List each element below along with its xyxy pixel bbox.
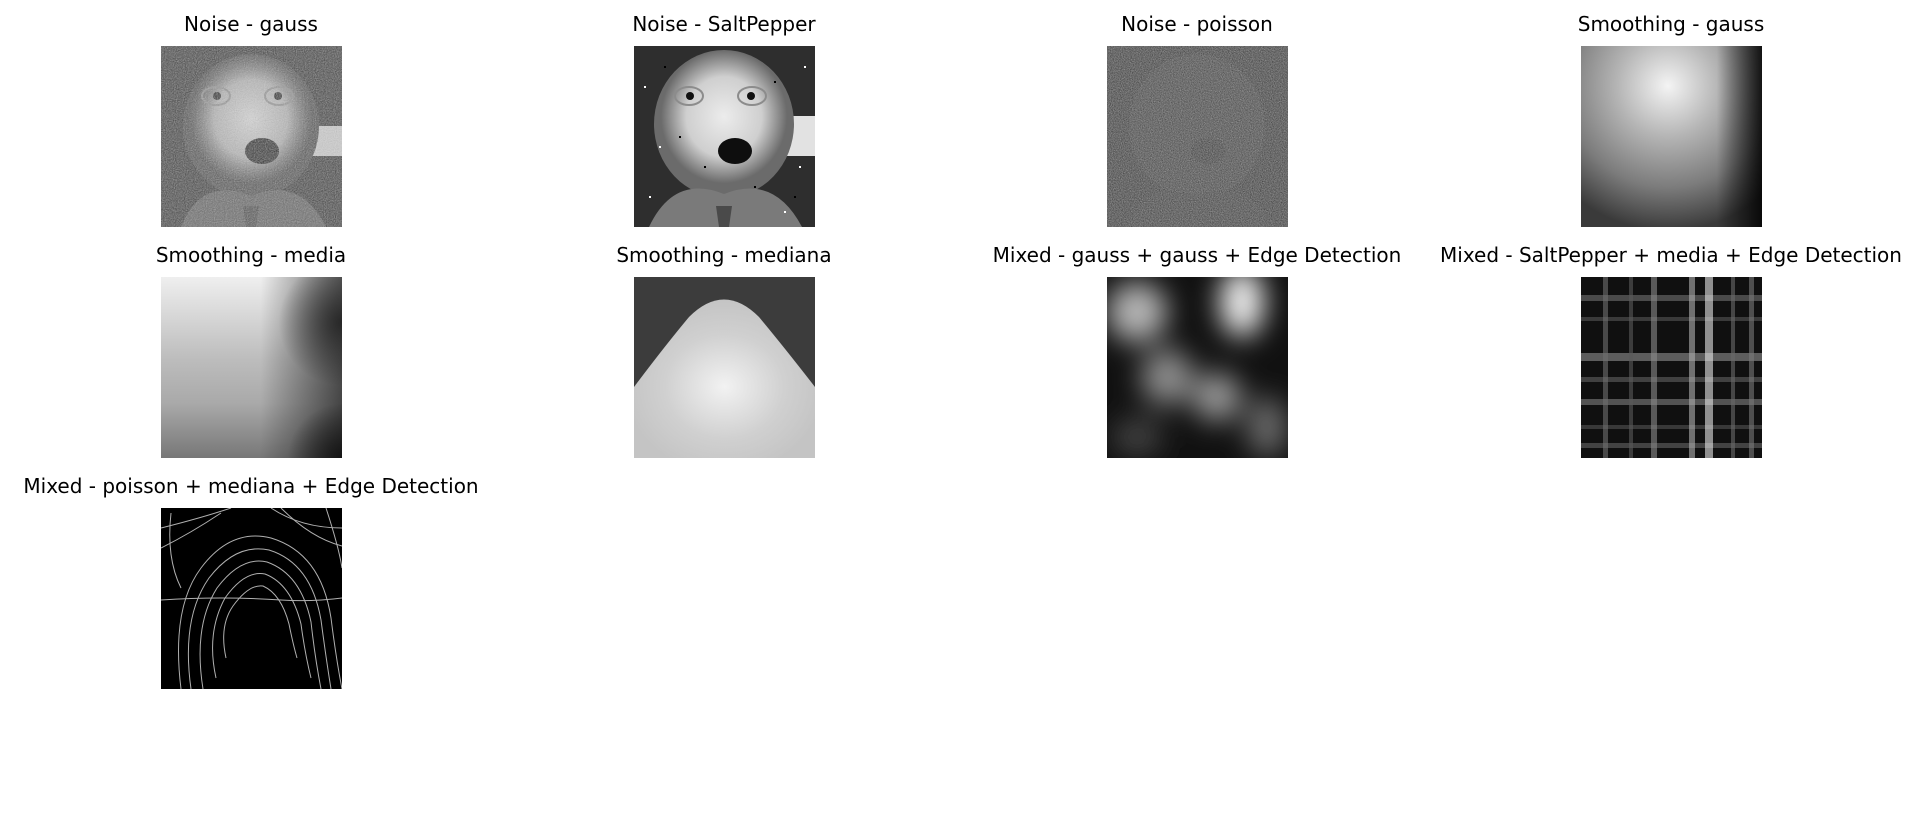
panel-smoothing-media: Smoothing - media (16, 231, 486, 461)
panel-title: Mixed - poisson + mediana + Edge Detecti… (23, 474, 479, 498)
smoothing-gauss-image (1581, 46, 1762, 227)
mixed-saltpepper-image (1581, 277, 1762, 458)
noise-saltpepper-image (634, 46, 815, 227)
panel-noise-gauss: Noise - gauss (16, 0, 486, 230)
panel-title: Mixed - SaltPepper + media + Edge Detect… (1440, 243, 1902, 267)
panel-title: Mixed - gauss + gauss + Edge Detection (992, 243, 1402, 267)
noise-gauss-image (161, 46, 342, 227)
panel-title: Smoothing - gauss (1577, 12, 1765, 36)
panel-mixed-saltpepper: Mixed - SaltPepper + media + Edge Detect… (1436, 231, 1906, 461)
panel-title: Noise - poisson (1121, 12, 1273, 36)
smoothing-media-image (161, 277, 342, 458)
noise-poisson-image (1107, 46, 1288, 227)
panel-smoothing-gauss: Smoothing - gauss (1436, 0, 1906, 230)
panel-title: Noise - SaltPepper (632, 12, 816, 36)
mixed-gauss-image (1107, 277, 1288, 458)
panel-noise-saltpepper: Noise - SaltPepper (489, 0, 959, 230)
mixed-poisson-image (161, 508, 342, 689)
panel-title: Smoothing - media (155, 243, 347, 267)
panel-title: Smoothing - mediana (616, 243, 832, 267)
panel-noise-poisson: Noise - poisson (962, 0, 1432, 230)
panel-mixed-poisson: Mixed - poisson + mediana + Edge Detecti… (16, 462, 486, 692)
panel-mixed-gauss: Mixed - gauss + gauss + Edge Detection (962, 231, 1432, 461)
panel-smoothing-mediana: Smoothing - mediana (489, 231, 959, 461)
panel-title: Noise - gauss (184, 12, 318, 36)
smoothing-mediana-image (634, 277, 815, 458)
